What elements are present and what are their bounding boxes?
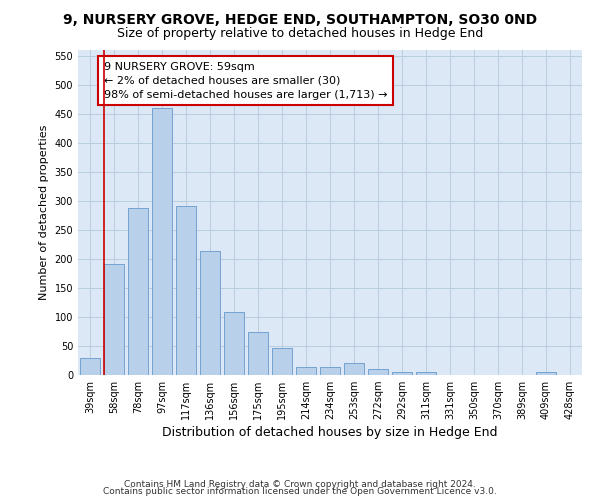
Bar <box>176 206 196 375</box>
Text: Contains HM Land Registry data © Crown copyright and database right 2024.: Contains HM Land Registry data © Crown c… <box>124 480 476 489</box>
Bar <box>368 369 388 375</box>
Bar <box>320 368 340 375</box>
Bar <box>200 252 220 375</box>
Text: Contains public sector information licensed under the Open Government Licence v3: Contains public sector information licen… <box>103 487 497 496</box>
Y-axis label: Number of detached properties: Number of detached properties <box>39 125 49 300</box>
Bar <box>416 372 436 375</box>
Bar <box>296 368 316 375</box>
Bar <box>152 108 172 375</box>
Bar <box>344 363 364 375</box>
Bar <box>536 372 556 375</box>
Bar <box>224 312 244 375</box>
Bar <box>392 372 412 375</box>
Bar <box>80 358 100 375</box>
Bar <box>272 348 292 375</box>
Text: 9, NURSERY GROVE, HEDGE END, SOUTHAMPTON, SO30 0ND: 9, NURSERY GROVE, HEDGE END, SOUTHAMPTON… <box>63 12 537 26</box>
Text: Size of property relative to detached houses in Hedge End: Size of property relative to detached ho… <box>117 28 483 40</box>
Bar <box>104 264 124 375</box>
Bar <box>248 332 268 375</box>
Text: 9 NURSERY GROVE: 59sqm
← 2% of detached houses are smaller (30)
98% of semi-deta: 9 NURSERY GROVE: 59sqm ← 2% of detached … <box>104 62 387 100</box>
Bar <box>128 208 148 375</box>
X-axis label: Distribution of detached houses by size in Hedge End: Distribution of detached houses by size … <box>162 426 498 440</box>
